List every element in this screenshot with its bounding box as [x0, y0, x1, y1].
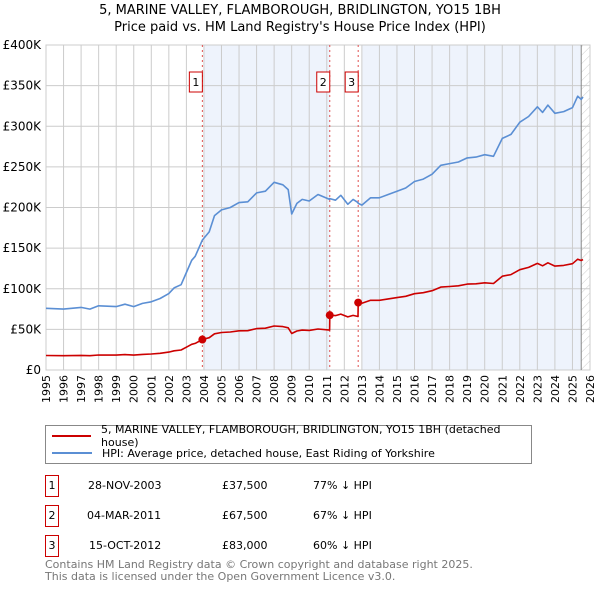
x-tick-label: 1995	[40, 375, 53, 403]
chart-title: 5, MARINE VALLEY, FLAMBOROUGH, BRIDLINGT…	[99, 3, 501, 18]
x-tick-label: 2005	[215, 375, 228, 403]
x-tick-label: 2000	[128, 375, 141, 403]
sale-price: £83,000	[222, 539, 268, 552]
x-tick-label: 2016	[409, 375, 422, 403]
y-tick-label: £350K	[3, 79, 43, 93]
legend-label: 5, MARINE VALLEY, FLAMBOROUGH, BRIDLINGT…	[101, 423, 501, 449]
y-tick-label: £100K	[3, 282, 43, 296]
sale-date: 28-NOV-2003	[88, 479, 162, 492]
x-tick-label: 2001	[145, 375, 158, 403]
x-tick-label: 2017	[426, 375, 439, 403]
x-tick-label: 2025	[566, 375, 579, 403]
legend-label: HPI: Average price, detached house, East…	[102, 446, 435, 460]
attribution-line-1: Contains HM Land Registry data © Crown c…	[45, 558, 473, 571]
sale-marker-label: 3	[348, 76, 355, 89]
x-tick-label: 2009	[286, 375, 299, 403]
sale-hpi-diff: 77% ↓ HPI	[313, 479, 372, 492]
x-tick-label: 2003	[180, 375, 193, 403]
x-tick-label: 2018	[444, 375, 457, 403]
attribution: Contains HM Land Registry data © Crown c…	[45, 559, 473, 583]
x-tick-label: 2014	[373, 375, 386, 403]
sale-price: £37,500	[222, 479, 268, 492]
x-tick-label: 1997	[75, 375, 88, 403]
sale-marker-label: 1	[192, 76, 199, 89]
x-tick-label: 2020	[479, 375, 492, 403]
sale-marker-box	[316, 71, 331, 93]
legend-swatch-red	[52, 435, 92, 437]
price-chart: 1995 1996 1997 1998 1999 2000 2001 2002 2003 2004…	[3, 38, 597, 403]
x-tick-label: 2007	[251, 375, 264, 403]
sale-marker-label: 2	[320, 76, 327, 89]
x-tick-label: 2024	[549, 375, 562, 403]
x-tick-label: 1996	[58, 375, 71, 403]
legend: 5, MARINE VALLEY, FLAMBOROUGH, BRIDLINGT…	[45, 423, 532, 464]
x-tick-label: 2012	[338, 375, 351, 403]
y-tick-label: £400K	[3, 38, 43, 52]
sale-marker-box: 2	[45, 505, 59, 527]
sale-point	[198, 335, 207, 344]
attribution-line-2: This data is licensed under the Open Gov…	[45, 570, 396, 583]
x-tick-label: 2004	[198, 375, 211, 403]
sale-row: 2 04-MAR-2011 £67,500 67% ↓ HPI	[45, 505, 545, 527]
plot-border	[45, 44, 591, 371]
y-tick-label: £200K	[3, 201, 43, 215]
x-tick-label: 2022	[514, 375, 527, 403]
sale-hpi-diff: 67% ↓ HPI	[313, 509, 372, 522]
x-tick-label: 1998	[93, 375, 106, 403]
y-tick-label: £300K	[3, 119, 43, 133]
x-tick-label: 2026	[584, 375, 597, 403]
y-tick-label: £150K	[3, 241, 43, 255]
y-tick-label: £50K	[10, 322, 42, 336]
sale-price: £67,500	[222, 509, 268, 522]
sale-point	[325, 311, 334, 320]
x-tick-label: 2008	[268, 375, 281, 403]
sale-hpi-diff: 60% ↓ HPI	[313, 539, 372, 552]
sale-marker-box: 1	[45, 475, 59, 497]
x-tick-label: 2019	[461, 375, 474, 403]
x-tick-label: 2021	[496, 375, 509, 403]
legend-swatch-blue	[52, 452, 92, 454]
x-tick-label: 2006	[233, 375, 246, 403]
sale-marker-box	[344, 71, 359, 93]
x-tick-label: 2013	[356, 375, 369, 403]
sale-marker-box: 3	[45, 535, 59, 557]
x-tick-label: 2015	[391, 375, 404, 403]
x-tick-label: 2023	[531, 375, 544, 403]
sale-point	[354, 298, 363, 307]
x-tick-label: 2002	[163, 375, 176, 403]
x-tick-label: 2010	[303, 375, 316, 403]
sale-row: 3 15-OCT-2012 £83,000 60% ↓ HPI	[45, 535, 545, 557]
x-tick-label: 1999	[110, 375, 123, 403]
sale-date: 15-OCT-2012	[89, 539, 162, 552]
legend-item-property: 5, MARINE VALLEY, FLAMBOROUGH, BRIDLINGT…	[52, 423, 531, 449]
x-tick-label: 2011	[321, 375, 334, 403]
y-tick-label: £250K	[3, 160, 43, 174]
sale-row: 1 28-NOV-2003 £37,500 77% ↓ HPI	[45, 475, 545, 497]
hpi-line	[45, 95, 584, 310]
sale-marker-box	[188, 71, 203, 93]
chart-subtitle: Price paid vs. HM Land Registry's House …	[114, 20, 486, 35]
sale-date: 04-MAR-2011	[87, 509, 162, 522]
y-tick-label: £0	[26, 363, 41, 377]
legend-item-hpi: HPI: Average price, detached house, East…	[52, 445, 435, 461]
